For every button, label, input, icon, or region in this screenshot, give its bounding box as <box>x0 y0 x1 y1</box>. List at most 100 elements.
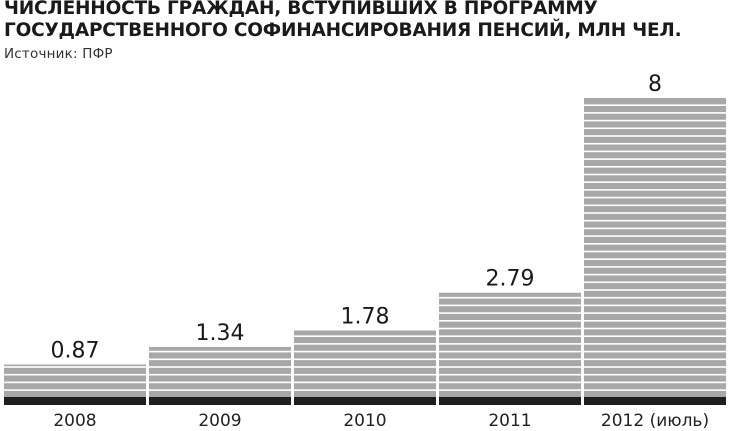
bar-stripe <box>584 119 726 122</box>
bar-stripe <box>439 366 581 368</box>
bar-stripe <box>439 373 581 376</box>
bar-stripe <box>584 273 726 276</box>
bar-stripe <box>584 150 726 153</box>
bar-stripe <box>584 373 726 376</box>
bar-stripe <box>584 335 726 337</box>
bar-stripe <box>439 296 581 299</box>
bar-base <box>4 397 146 405</box>
bar-stripe <box>149 366 291 368</box>
bar-fill <box>439 292 581 397</box>
bar-stripe <box>584 250 726 253</box>
bar-fill <box>149 346 291 397</box>
bar-stripe <box>584 104 726 106</box>
x-tick-label: 2008 <box>53 411 96 431</box>
bar-stripe <box>584 304 726 307</box>
bar-stripe <box>439 350 581 353</box>
bar-stripe <box>584 281 726 284</box>
bar-stripe <box>584 212 726 214</box>
bar-stripe <box>584 158 726 160</box>
bar-stripe <box>584 358 726 361</box>
bar-stripe <box>439 304 581 307</box>
value-label: 1.34 <box>196 321 245 346</box>
bar-stripe <box>294 373 436 376</box>
bar-stripe <box>294 335 436 337</box>
bar-2008 <box>4 364 146 405</box>
bar-stripe <box>584 142 726 145</box>
bar-stripe <box>439 389 581 391</box>
bar-stripe <box>439 343 581 345</box>
bar-stripe <box>584 235 726 237</box>
bar-stripe <box>584 366 726 368</box>
chart-title-line-1: ЧИСЛЕННОСТЬ ГРАЖДАН, ВСТУПИВШИХ В ПРОГРА… <box>4 0 598 19</box>
bar-stripe <box>294 366 436 368</box>
bar-2009 <box>149 346 291 405</box>
bar-stripe <box>294 350 436 353</box>
chart-title-line-2: ГОСУДАРСТВЕННОГО СОФИНАНСИРОВАНИЯ ПЕНСИЙ… <box>4 20 682 41</box>
bar-stripe <box>4 389 146 391</box>
value-label: 8 <box>648 72 662 97</box>
bar-stripe <box>584 327 726 330</box>
bar-stripe <box>584 181 726 183</box>
bar-stripe <box>584 350 726 353</box>
value-label: 2.79 <box>486 267 535 292</box>
x-tick-label: 2010 <box>343 411 386 431</box>
bar-stripe <box>149 373 291 376</box>
bar-stripe <box>439 381 581 384</box>
bar-stripe <box>584 173 726 176</box>
bar-stripe <box>149 381 291 384</box>
bar-stripe <box>584 266 726 268</box>
bar-base <box>294 397 436 405</box>
bar-base <box>584 397 726 405</box>
bar-stripe <box>584 389 726 391</box>
bar-stripe <box>584 166 726 168</box>
bar-stripe <box>294 358 436 361</box>
bars-group <box>4 98 726 405</box>
bar-stripe <box>584 312 726 314</box>
bar-fill <box>4 364 146 397</box>
bar-stripe <box>584 135 726 137</box>
bar-stripe <box>439 335 581 337</box>
bar-stripe <box>584 381 726 384</box>
bar-stripe <box>149 389 291 391</box>
bar-stripe <box>584 112 726 114</box>
bar-stripe <box>584 343 726 345</box>
bar-fill <box>294 330 436 397</box>
bar-stripe <box>584 204 726 207</box>
value-label: 1.78 <box>341 304 390 329</box>
bar-stripe <box>584 196 726 199</box>
chart-title: ЧИСЛЕННОСТЬ ГРАЖДАН, ВСТУПИВШИХ В ПРОГРА… <box>4 0 728 42</box>
x-axis-labels-group: 2008 2009 2010 2011 2012 (июль) <box>53 411 709 431</box>
bar-stripe <box>584 189 726 191</box>
bar-stripe <box>4 373 146 376</box>
bar-2010 <box>294 330 436 405</box>
bar-stripe <box>439 320 581 322</box>
x-tick-label: 2011 <box>488 411 531 431</box>
bar-stripe <box>294 381 436 384</box>
bar-stripe <box>294 343 436 345</box>
bar-stripe <box>584 219 726 222</box>
bar-stripe <box>294 389 436 391</box>
bar-stripe <box>149 358 291 361</box>
source-note: Источник: ПФР <box>4 46 113 62</box>
bar-stripe <box>4 381 146 384</box>
bar-stripe <box>584 243 726 245</box>
value-label: 0.87 <box>51 338 100 363</box>
bar-fill <box>584 98 726 397</box>
bar-stripe <box>439 327 581 330</box>
bar-stripe <box>149 350 291 353</box>
bar-base <box>439 397 581 405</box>
bar-stripe <box>4 366 146 368</box>
bar-stripe <box>584 296 726 299</box>
bar-stripe <box>439 358 581 361</box>
bar-stripe <box>584 320 726 322</box>
bar-stripe <box>584 258 726 260</box>
x-tick-label: 2012 (июль) <box>601 411 709 431</box>
bar-2012 (июль) <box>584 98 726 405</box>
bar-stripe <box>584 289 726 291</box>
bar-stripe <box>584 127 726 130</box>
bar-stripe <box>584 227 726 230</box>
value-labels-group: 0.87 1.34 1.78 2.79 8 <box>51 72 662 363</box>
x-tick-label: 2009 <box>198 411 241 431</box>
bar-stripe <box>439 312 581 314</box>
bar-base <box>149 397 291 405</box>
